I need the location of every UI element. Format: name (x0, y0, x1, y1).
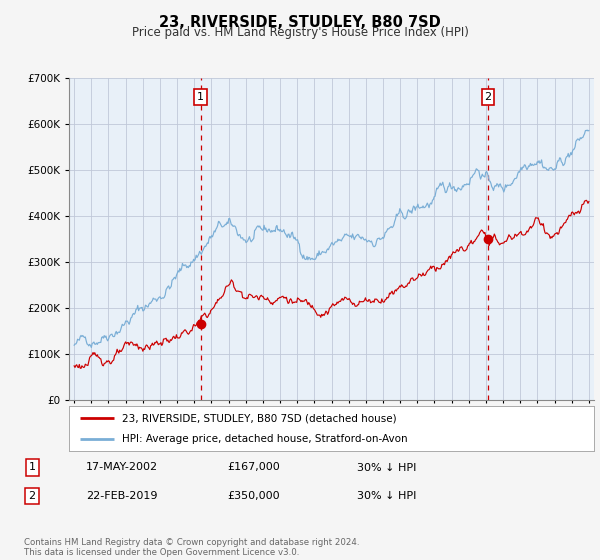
Text: £350,000: £350,000 (227, 491, 280, 501)
Text: HPI: Average price, detached house, Stratford-on-Avon: HPI: Average price, detached house, Stra… (121, 433, 407, 444)
Text: 23, RIVERSIDE, STUDLEY, B80 7SD (detached house): 23, RIVERSIDE, STUDLEY, B80 7SD (detache… (121, 413, 396, 423)
Text: £167,000: £167,000 (227, 463, 280, 473)
Text: 17-MAY-2002: 17-MAY-2002 (85, 463, 158, 473)
Text: 22-FEB-2019: 22-FEB-2019 (86, 491, 157, 501)
Text: 1: 1 (29, 463, 35, 473)
Text: 30% ↓ HPI: 30% ↓ HPI (357, 463, 416, 473)
Text: 2: 2 (29, 491, 36, 501)
Text: Contains HM Land Registry data © Crown copyright and database right 2024.
This d: Contains HM Land Registry data © Crown c… (24, 538, 359, 557)
Text: 2: 2 (485, 92, 492, 102)
Text: Price paid vs. HM Land Registry's House Price Index (HPI): Price paid vs. HM Land Registry's House … (131, 26, 469, 39)
Text: 1: 1 (197, 92, 204, 102)
Text: 23, RIVERSIDE, STUDLEY, B80 7SD: 23, RIVERSIDE, STUDLEY, B80 7SD (159, 15, 441, 30)
Text: 30% ↓ HPI: 30% ↓ HPI (357, 491, 416, 501)
